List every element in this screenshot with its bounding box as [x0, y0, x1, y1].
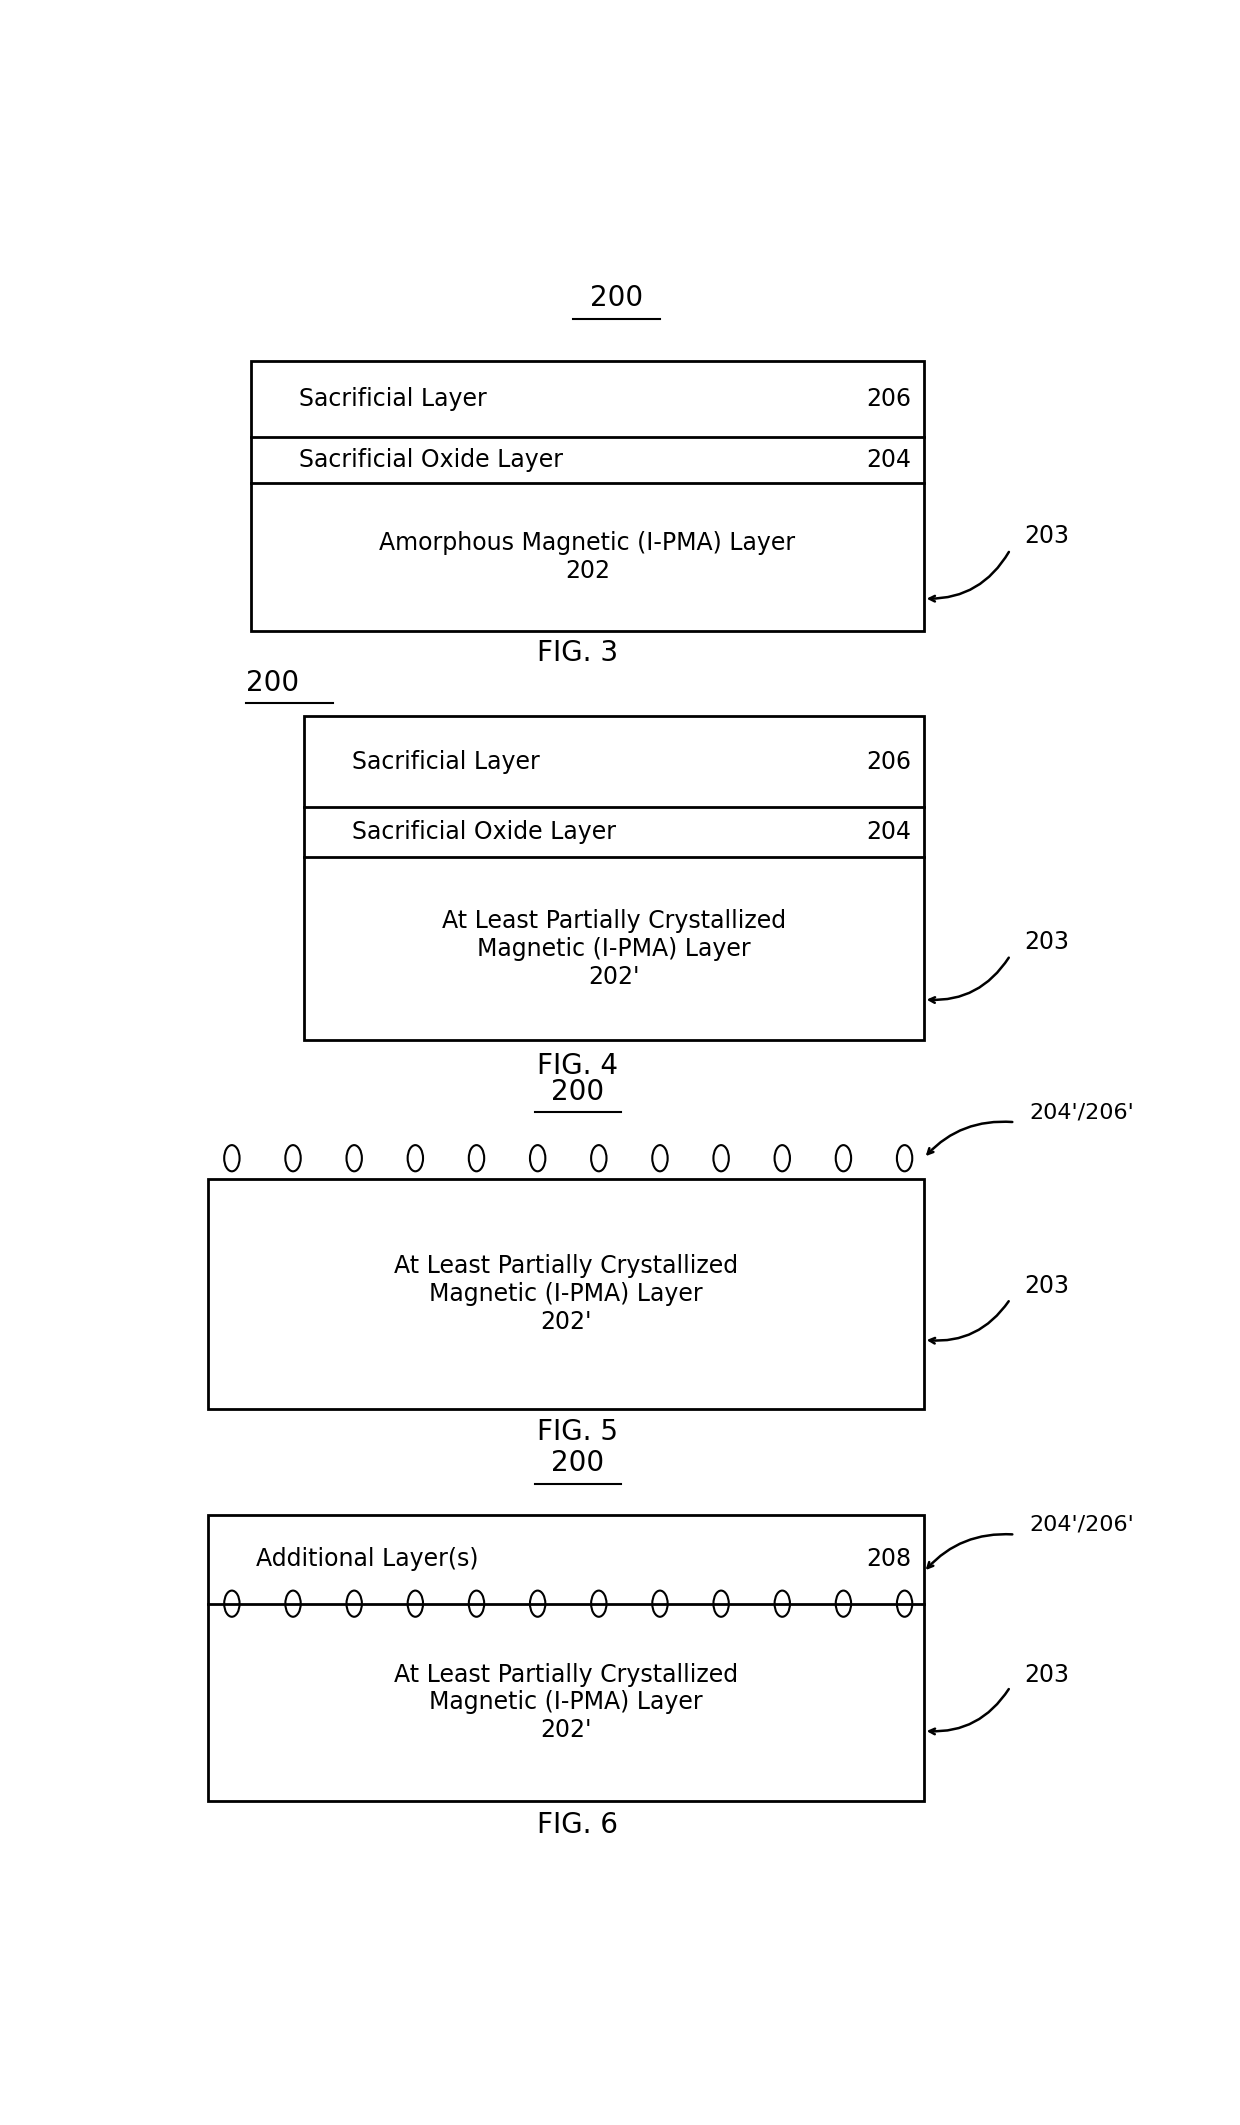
Text: Sacrificial Oxide Layer: Sacrificial Oxide Layer [352, 820, 616, 844]
Text: 203: 203 [1024, 1664, 1070, 1687]
Text: FIG. 6: FIG. 6 [537, 1810, 619, 1838]
Bar [250, 361, 924, 631]
Text: 206: 206 [866, 750, 911, 774]
Bar [208, 1179, 924, 1409]
Text: 200: 200 [552, 1077, 604, 1105]
Text: 203: 203 [1024, 1273, 1070, 1298]
Text: 200: 200 [247, 669, 299, 697]
Text: At Least Partially Crystallized
Magnetic (I-PMA) Layer
202': At Least Partially Crystallized Magnetic… [441, 910, 786, 988]
Text: 204: 204 [866, 448, 911, 472]
Text: 208: 208 [866, 1547, 911, 1570]
Text: At Least Partially Crystallized
Magnetic (I-PMA) Layer
202': At Least Partially Crystallized Magnetic… [394, 1254, 738, 1334]
Text: Sacrificial Layer: Sacrificial Layer [299, 387, 487, 410]
Text: At Least Partially Crystallized
Magnetic (I-PMA) Layer
202': At Least Partially Crystallized Magnetic… [394, 1662, 738, 1742]
Text: Sacrificial Layer: Sacrificial Layer [352, 750, 539, 774]
Text: 204'/206': 204'/206' [1029, 1103, 1135, 1122]
Text: 203: 203 [1024, 931, 1070, 954]
Text: Sacrificial Oxide Layer: Sacrificial Oxide Layer [299, 448, 563, 472]
Text: FIG. 4: FIG. 4 [537, 1052, 619, 1080]
Text: Amorphous Magnetic (I-PMA) Layer
202: Amorphous Magnetic (I-PMA) Layer 202 [379, 531, 796, 582]
Text: 206: 206 [866, 387, 911, 410]
Bar [208, 1515, 924, 1802]
Text: 200: 200 [590, 285, 642, 312]
Text: 203: 203 [1024, 525, 1070, 548]
Text: Additional Layer(s): Additional Layer(s) [255, 1547, 479, 1570]
Text: 204: 204 [866, 820, 911, 844]
Bar [304, 716, 924, 1041]
Text: FIG. 5: FIG. 5 [537, 1417, 619, 1447]
Text: FIG. 3: FIG. 3 [537, 640, 619, 667]
Text: 204'/206': 204'/206' [1029, 1515, 1135, 1534]
Text: 200: 200 [552, 1449, 604, 1477]
